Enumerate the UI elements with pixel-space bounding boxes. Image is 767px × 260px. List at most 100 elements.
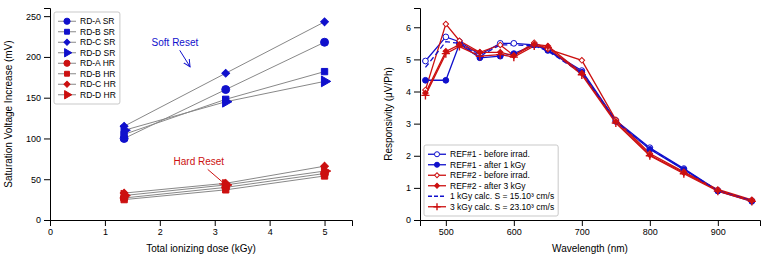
data-point <box>443 77 449 83</box>
legend-label: RD-B SR <box>80 27 115 37</box>
x-axis-line <box>421 221 761 227</box>
x-tick-label: 800 <box>643 227 658 237</box>
y-tick-mark <box>44 57 50 58</box>
legend-item: 3 kGy calc. S = 23.10³ cm/s <box>428 202 554 212</box>
data-point <box>321 18 329 26</box>
x-tick-label: 5 <box>323 227 328 237</box>
y-tick: 100 <box>26 134 50 144</box>
legend-item: RD-A HR <box>58 58 115 68</box>
data-point <box>223 96 232 107</box>
series-line <box>425 37 751 201</box>
y-tick: 0 <box>36 215 50 225</box>
y-tick-mark <box>414 156 420 157</box>
data-point <box>455 42 463 50</box>
data-point <box>442 50 450 58</box>
data-point <box>321 76 330 87</box>
legend-item: REF#2 - after 3 kGy <box>428 181 526 191</box>
series-line <box>425 44 751 201</box>
y-axis-title: Saturation Voltage Increase (mV) <box>3 40 14 187</box>
data-point <box>121 190 130 201</box>
x-tick: 800 <box>643 220 658 237</box>
data-point <box>222 69 230 77</box>
y-tick-mark <box>44 98 50 99</box>
y-axis-line <box>44 9 51 221</box>
legend-marker <box>65 49 72 57</box>
x-axis: 500600700800900 <box>421 220 761 237</box>
data-point <box>510 53 518 61</box>
legend-item: 1 kGy calc. S = 15.10³ cm/s <box>428 191 554 201</box>
legend-marker <box>64 39 70 45</box>
x-tick-label: 4 <box>268 227 273 237</box>
x-tick-label: 3 <box>213 227 218 237</box>
annotation: Soft Reset <box>152 37 199 48</box>
x-tick-mark <box>718 220 719 226</box>
x-tick-label: 900 <box>711 227 726 237</box>
legend-marker <box>65 91 72 99</box>
data-point <box>321 68 327 74</box>
data-point <box>579 58 585 64</box>
legend-marker <box>433 203 440 210</box>
legend-item: RD-C HR <box>58 79 116 89</box>
y-tick-label: 1 <box>406 183 411 193</box>
data-point <box>680 170 688 178</box>
legend-swatch <box>428 196 446 197</box>
y-tick-mark <box>414 92 420 93</box>
series-line <box>124 42 324 138</box>
data-point <box>497 42 503 48</box>
legend-label: RD-C HR <box>80 79 116 89</box>
x-tick-label: 600 <box>507 227 522 237</box>
legend-item: REF#1 - after 1 kGy <box>428 160 526 170</box>
legend-label: RD-D HR <box>80 90 116 100</box>
data-point <box>511 40 517 46</box>
data-point <box>530 42 538 50</box>
y-tick: 2 <box>406 151 420 161</box>
y-tick-mark <box>414 59 420 60</box>
y-tick-label: 0 <box>406 215 411 225</box>
data-point <box>423 58 429 64</box>
y-tick-mark <box>414 124 420 125</box>
legend-item: RD-D HR <box>58 90 116 100</box>
data-point <box>421 91 429 99</box>
y-tick-label: 4 <box>406 87 411 97</box>
y-axis-title: Responsivity (μV/Ph) <box>383 67 394 161</box>
y-tick: 250 <box>26 12 50 22</box>
data-point <box>612 119 620 127</box>
x-tick-label: 2 <box>158 227 163 237</box>
legend-marker <box>64 60 70 66</box>
y-axis-line <box>414 9 421 221</box>
legend-marker <box>64 18 70 24</box>
series-line <box>425 24 751 200</box>
x-tick: 3 <box>213 220 218 237</box>
y-tick-label: 3 <box>406 119 411 129</box>
y-tick: 150 <box>26 93 50 103</box>
figure: 012345050100150200250Total ionizing dose… <box>0 0 767 260</box>
legend-item: RD-B HR <box>58 69 115 79</box>
x-tick: 0 <box>48 220 53 237</box>
legend-marker <box>434 162 439 167</box>
x-axis-line <box>51 221 353 227</box>
x-tick-mark <box>105 220 106 226</box>
x-axis: 012345 <box>48 220 353 237</box>
x-tick: 600 <box>507 220 522 237</box>
data-point <box>443 34 449 40</box>
plot-area <box>120 18 331 203</box>
annotation-arrow <box>208 169 227 185</box>
x-tick-mark <box>270 220 271 226</box>
y-tick-label: 250 <box>26 12 41 22</box>
legend-item: RD-B SR <box>58 27 115 37</box>
series-line <box>124 81 324 130</box>
data-point <box>714 187 722 195</box>
y-tick-label: 100 <box>26 134 41 144</box>
x-tick-mark <box>650 220 651 226</box>
x-tick-mark <box>325 220 326 226</box>
legend: REF#1 - before irrad.REF#1 - after 1 kGy… <box>424 145 558 216</box>
legend-marker <box>65 71 70 76</box>
data-point <box>222 86 230 94</box>
annotation: Hard Reset <box>174 156 225 167</box>
series-line <box>124 174 324 198</box>
y-tick-label: 5 <box>406 55 411 65</box>
data-point <box>321 166 330 177</box>
data-point <box>578 71 586 79</box>
y-tick-label: 0 <box>36 215 41 225</box>
y-tick: 1 <box>406 183 420 193</box>
